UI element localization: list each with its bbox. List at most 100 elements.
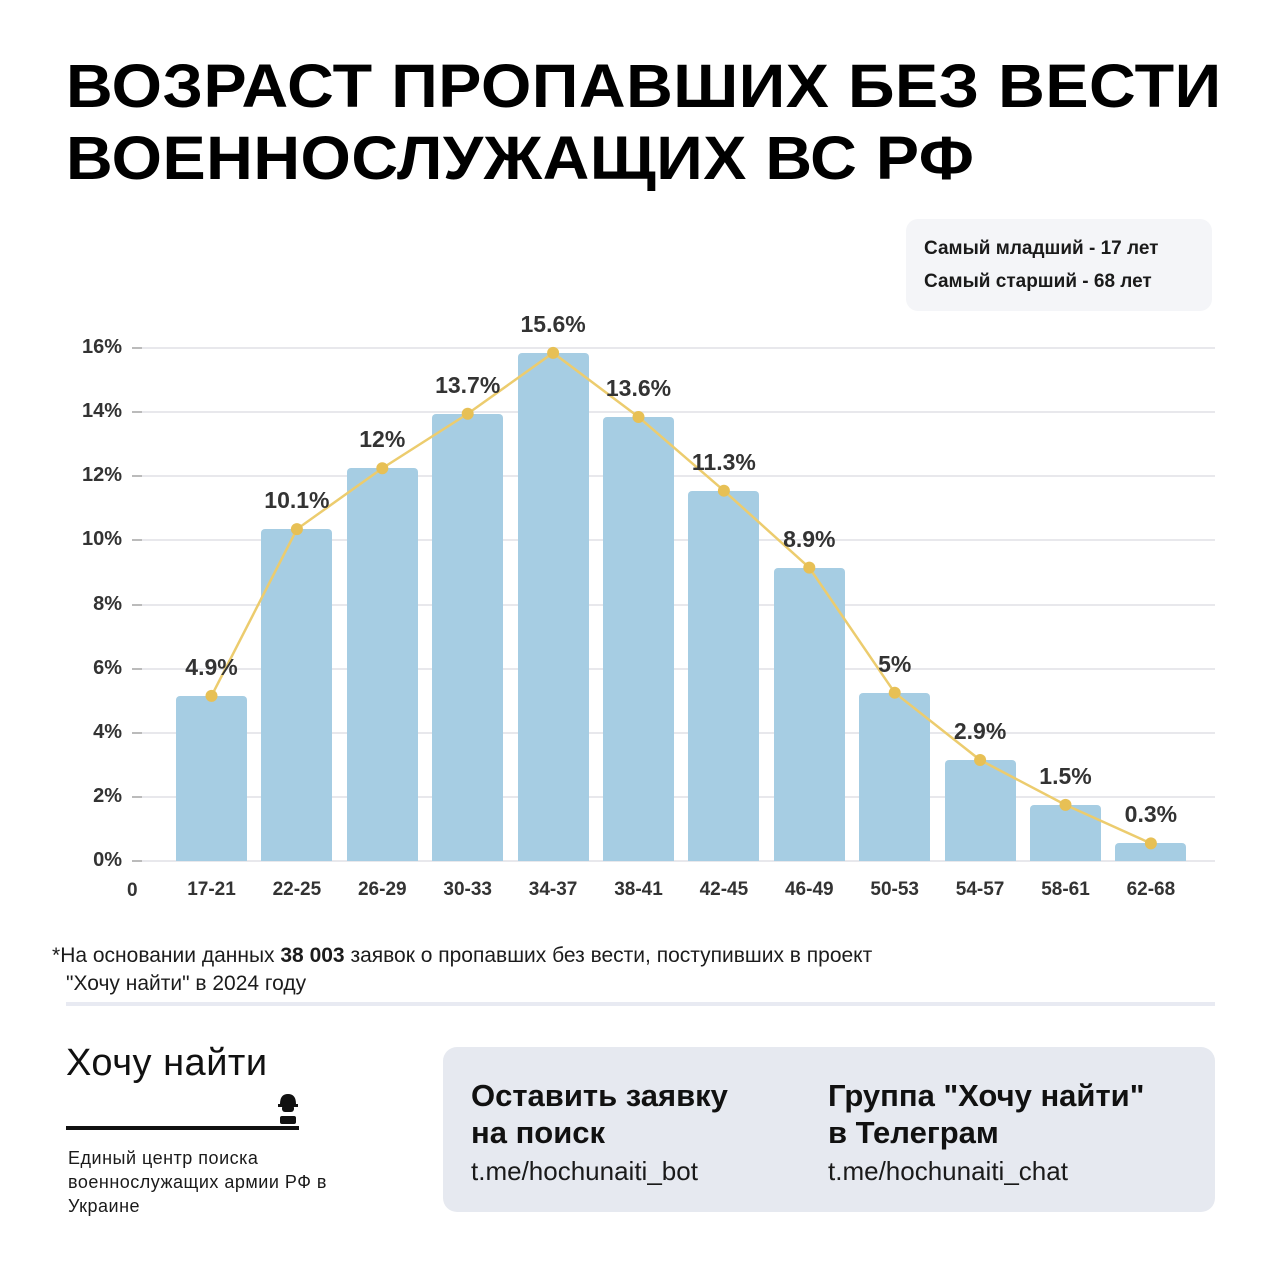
bot-heading-1: Оставить заявку: [471, 1078, 728, 1113]
y-tick-mark: [132, 860, 142, 862]
x-tick-label: 62-68: [1126, 879, 1176, 900]
y-tick-label: 2%: [93, 784, 122, 807]
x-origin-label: 0: [127, 880, 138, 901]
y-tick-mark: [132, 795, 142, 798]
x-tick-label: 38-41: [614, 879, 663, 900]
value-label: 0.3%: [1124, 801, 1178, 828]
divider: [66, 1002, 1215, 1006]
value-label: 15.6%: [520, 310, 586, 337]
y-tick-mark: [132, 539, 142, 542]
bar-17-21: [176, 695, 247, 861]
x-tick-label: 46-49: [784, 879, 834, 900]
gridline: [142, 475, 1215, 478]
bar-26-29: [346, 468, 418, 861]
brand-logo: Хочу найти Единый центр поиска военнослу…: [66, 1042, 326, 1216]
y-tick-label: 16%: [81, 336, 122, 358]
x-tick-label: 30-33: [443, 879, 492, 900]
value-label: 1.5%: [1039, 762, 1092, 789]
y-tick-mark: [132, 347, 142, 349]
bar-34-37: [517, 352, 589, 861]
bar-46-49: [773, 567, 845, 861]
x-tick-label: 22-25: [272, 879, 322, 900]
footnote: *На основании данных 38 003 заявок о про…: [52, 942, 872, 998]
age-distribution-chart: 0 0% 2% 4% 6% 8% 10% 12% 14% 16% 17-21 22-25 26-29 3…: [81, 310, 1215, 901]
bar-30-33: [432, 413, 504, 861]
gridline: [142, 860, 1215, 862]
x-tick-label: 42-45: [699, 879, 749, 900]
x-tick-label: 26-29: [357, 879, 407, 900]
trend-marker: [376, 462, 389, 475]
brand-subtitle: Единый центр поиска военнослужащих армии…: [68, 1148, 327, 1216]
gridline: [142, 603, 1215, 606]
value-label: 2.9%: [953, 718, 1007, 745]
gridline: [142, 411, 1215, 414]
trend-marker: [803, 561, 816, 574]
contact-card: Оставить заявку на поиск t.me/hochunaiti…: [443, 1047, 1215, 1212]
bar-38-41: [603, 416, 674, 861]
bar-42-45: [688, 490, 760, 861]
gridline: [142, 347, 1215, 349]
value-label: 10.1%: [264, 487, 330, 514]
trend-marker: [1059, 798, 1072, 811]
value-label: 12%: [359, 426, 406, 453]
value-label: 4.9%: [185, 653, 238, 680]
bar-54-57: [944, 760, 1016, 861]
gridline: [142, 667, 1215, 670]
bar-62-68: [1115, 843, 1187, 861]
trend-marker: [974, 754, 987, 767]
bot-heading-2: на поиск: [471, 1115, 606, 1150]
bot-link-block[interactable]: Оставить заявку на поиск t.me/hochunaiti…: [471, 1077, 728, 1189]
trend-marker: [547, 346, 560, 359]
chat-heading-1: Группа "Хочу найти": [828, 1078, 1145, 1113]
y-tick-mark: [132, 411, 142, 414]
request-count: 38 003: [280, 944, 345, 967]
value-label: 13.7%: [435, 371, 501, 398]
y-tick-mark: [132, 731, 142, 734]
y-tick-label: 12%: [81, 464, 122, 487]
bot-link[interactable]: t.me/hochunaiti_bot: [471, 1156, 698, 1186]
footnote-text: На основании данных: [60, 944, 281, 967]
soldier-helmet-icon: [278, 1094, 298, 1124]
trend-line: [205, 346, 1157, 850]
footnote-line-2: "Хочу найти" в 2024 году: [66, 972, 307, 995]
trend-marker: [205, 689, 218, 702]
bar-22-25: [261, 529, 333, 861]
trend-marker: [1144, 837, 1157, 850]
title-line-2: ВОЕННОСЛУЖАЩИХ ВС РФ: [66, 124, 975, 192]
y-tick-mark: [132, 603, 142, 606]
x-tick-label: 54-57: [955, 879, 1005, 900]
x-tick-label: 34-37: [528, 879, 578, 900]
x-tick-label: 17-21: [187, 879, 236, 900]
x-tick-label: 50-53: [870, 879, 919, 900]
gridline: [142, 731, 1215, 734]
brand-name: Хочу найти: [66, 1042, 268, 1084]
value-label: 13.6%: [605, 374, 672, 401]
y-tick-label: 8%: [93, 592, 122, 615]
y-tick-label: 4%: [93, 720, 122, 743]
gridline: [142, 539, 1215, 542]
y-tick-label: 10%: [81, 528, 122, 551]
trend-marker: [888, 686, 901, 699]
trend-marker: [461, 407, 474, 420]
age-range-infobox: Самый младший - 17 лет Самый старший - 6…: [906, 219, 1212, 311]
trend-marker: [717, 484, 730, 497]
trend-marker: [290, 523, 303, 536]
chat-heading-2: в Телеграм: [828, 1115, 999, 1150]
y-tick-mark: [132, 475, 142, 478]
footnote-text-cont: заявок о пропавших без вести, поступивши…: [344, 944, 873, 967]
gridline: [142, 795, 1215, 798]
chat-link[interactable]: t.me/hochunaiti_chat: [828, 1156, 1068, 1186]
value-label: 8.9%: [783, 525, 836, 552]
title-line-1: ВОЗРАСТ ПРОПАВШИХ БЕЗ ВЕСТИ: [66, 52, 1222, 120]
value-label: 5%: [878, 650, 912, 677]
bar-50-53: [859, 692, 931, 861]
page-title: ВОЗРАСТ ПРОПАВШИХ БЕЗ ВЕСТИ ВОЕННОСЛУЖАЩ…: [66, 50, 1280, 194]
youngest-age: Самый младший - 17 лет: [924, 238, 1159, 259]
oldest-age: Самый старший - 68 лет: [924, 271, 1152, 292]
x-tick-label: 58-61: [1041, 879, 1090, 900]
trend-marker: [632, 410, 645, 423]
chat-link-block[interactable]: Группа "Хочу найти" в Телеграм t.me/hoch…: [828, 1077, 1144, 1189]
footnote-asterisk: *: [52, 944, 61, 967]
y-tick-label: 0%: [93, 849, 122, 871]
y-tick-label: 14%: [81, 400, 122, 423]
